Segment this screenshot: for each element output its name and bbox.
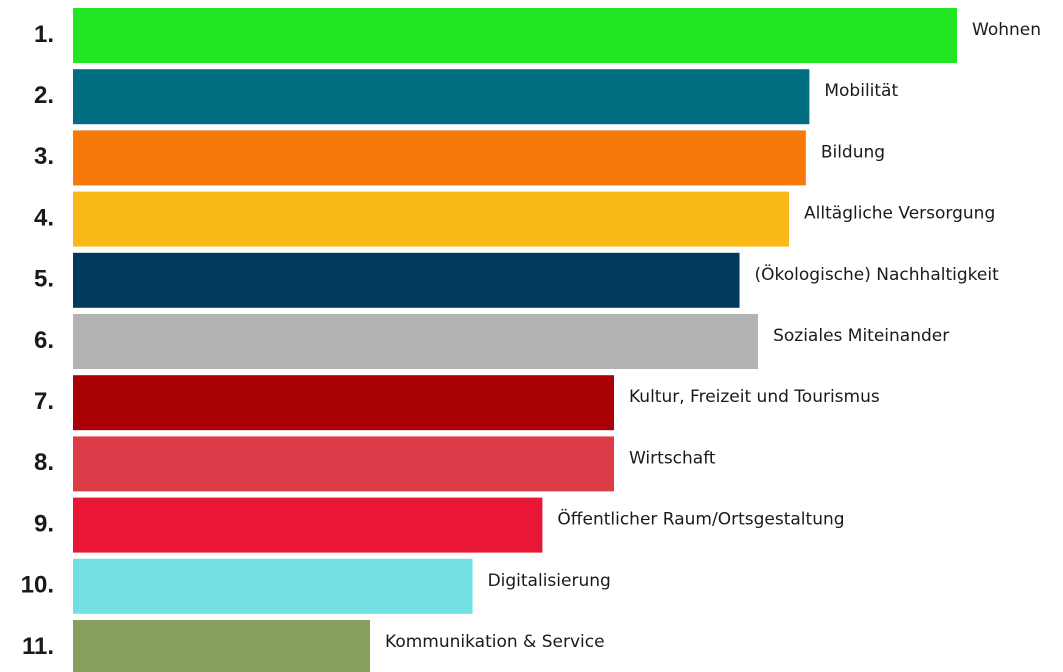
rank-label-8: 8. [34,449,54,476]
category-label-9: Öffentlicher Raum/Ortsgestaltung [557,508,844,530]
category-label-4: Alltägliche Versorgung [804,204,995,224]
rank-label-6: 6. [34,327,54,354]
rank-label-7: 7. [34,388,54,415]
bar-4 [73,191,790,247]
rank-label-9: 9. [34,510,54,537]
rank-label-4: 4. [34,204,54,231]
bar-8 [73,436,615,492]
rank-label-3: 3. [34,143,54,170]
category-label-10: Digitalisierung [488,571,611,591]
category-label-7: Kultur, Freizeit und Tourismus [629,387,880,407]
category-label-3: Bildung [821,142,885,162]
category-label-5: (Ökologische) Nachhaltigkeit [755,263,1000,285]
rank-label-11: 11. [22,633,54,660]
category-label-6: Soziales Miteinander [773,326,949,346]
bar-2 [73,69,810,125]
category-label-1: Wohnen [972,20,1041,40]
bar-5 [73,252,740,308]
bar-3 [73,130,806,186]
bar-7 [73,375,615,431]
rank-label-2: 2. [34,82,54,109]
rank-label-10: 10. [21,572,54,599]
bar-9 [73,497,543,553]
category-label-11: Kommunikation & Service [385,632,605,652]
category-label-2: Mobilität [824,81,898,101]
bar-1 [73,8,957,63]
category-label-8: Wirtschaft [629,448,716,468]
rank-label-5: 5. [34,266,54,293]
bar-11 [73,620,371,672]
bar-6 [73,314,759,369]
rank-label-1: 1. [34,21,54,48]
bar-10 [73,558,473,614]
